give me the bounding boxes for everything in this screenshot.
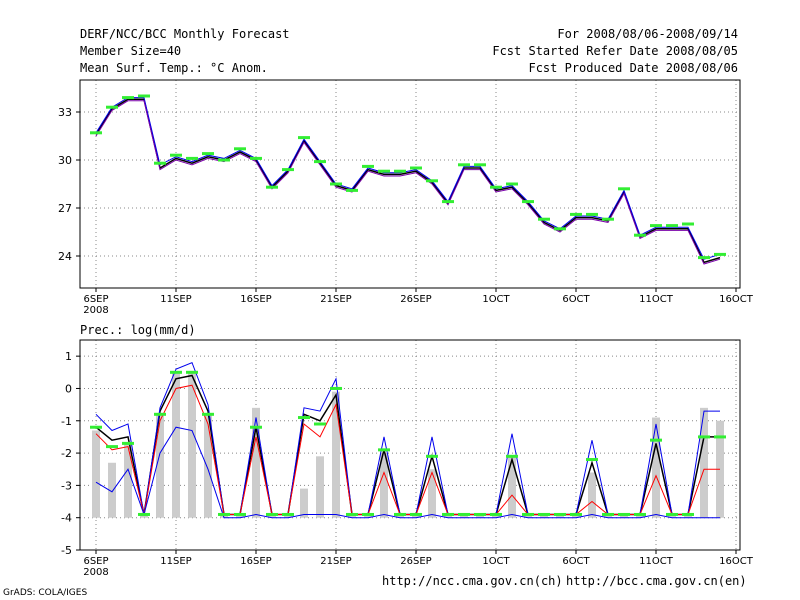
spread-bar xyxy=(204,414,212,518)
spread-bar xyxy=(476,514,484,518)
series-line-lower xyxy=(95,100,721,265)
y-tick-label: -2 xyxy=(61,447,72,460)
spread-bar xyxy=(668,514,676,518)
series-line-lower xyxy=(95,384,720,515)
spread-bar xyxy=(316,456,324,518)
y-tick-label: -3 xyxy=(61,479,72,492)
y-tick-label: 30 xyxy=(58,154,72,167)
y-tick-label: -5 xyxy=(61,544,72,557)
spread-bar xyxy=(620,514,628,518)
x-tick-label: 1OCT xyxy=(482,556,510,567)
y-tick-label: -4 xyxy=(61,512,72,525)
spread-bar xyxy=(140,514,148,518)
series-line-min xyxy=(95,426,720,519)
x-tick-label: 6SEP xyxy=(83,294,108,305)
spread-bar xyxy=(380,453,388,518)
spread-bar xyxy=(700,407,708,518)
x-tick-sublabel: 2008 xyxy=(83,567,108,578)
spread-bar xyxy=(124,443,132,518)
url-en-link[interactable]: http://bcc.cma.gov.cn(en) xyxy=(566,574,747,588)
x-tick-label: 6SEP xyxy=(83,556,108,567)
spread-bar xyxy=(332,391,340,518)
x-tick-label: 11SEP xyxy=(160,556,191,567)
temperature-chart: 24 27 30 33 6SEP 11SEP 16SEP 21SEP 26SEP 1OCT 6OCT… xyxy=(58,79,754,316)
plot-frame xyxy=(79,79,741,289)
spread-bar xyxy=(540,514,548,518)
x-tick-label: 11SEP xyxy=(160,294,191,305)
header-line-3: Mean Surf. Temp.: °C Anom. xyxy=(80,61,268,75)
spread-bar xyxy=(284,514,292,518)
y-tick-label: 24 xyxy=(58,250,72,263)
spread-bar xyxy=(460,514,468,518)
spread-bar xyxy=(524,514,532,518)
header-line-1: DERF/NCC/BCC Monthly Forecast xyxy=(80,27,290,41)
spread-bar xyxy=(604,514,612,518)
y-tick-label: 27 xyxy=(58,202,72,215)
spread-bar xyxy=(572,514,580,518)
spread-bar xyxy=(364,514,372,518)
plot-frame xyxy=(79,339,741,551)
spread-bar xyxy=(588,472,596,518)
spread-bar xyxy=(108,462,116,518)
spread-bar xyxy=(188,372,196,518)
x-tick-label: 26SEP xyxy=(400,294,431,305)
url-ch-link[interactable]: http://ncc.cma.gov.cn(ch) xyxy=(382,574,563,588)
x-tick-label: 16SEP xyxy=(240,556,271,567)
header-line-2: Member Size=40 xyxy=(80,44,182,58)
y-tick-label: 0 xyxy=(65,382,72,395)
spread-bar xyxy=(252,407,260,518)
spread-bar xyxy=(268,514,276,518)
spread-bar xyxy=(396,514,404,518)
x-tick-sublabel: 2008 xyxy=(83,305,108,316)
x-tick-label: 11OCT xyxy=(639,294,674,305)
header-right-2: Fcst Started Refer Date 2008/08/05 xyxy=(492,44,738,58)
x-tick-label: 1OCT xyxy=(482,294,510,305)
x-tick-label: 6OCT xyxy=(562,556,590,567)
spread-bar xyxy=(220,514,228,518)
spread-bar xyxy=(636,514,644,518)
spread-bar xyxy=(492,514,500,518)
spread-bar xyxy=(300,488,308,518)
spread-bar xyxy=(556,514,564,518)
header-right-3: Fcst Produced Date 2008/08/06 xyxy=(528,61,738,75)
spread-bar xyxy=(428,469,436,518)
grads-credit: GrADS: COLA/IGES xyxy=(3,588,88,598)
spread-bar xyxy=(172,372,180,518)
spread-bar xyxy=(412,514,420,518)
spread-bar xyxy=(684,514,692,518)
spread-bar xyxy=(348,514,356,518)
x-tick-label: 11OCT xyxy=(639,556,674,567)
spread-bar xyxy=(236,514,244,518)
x-tick-label: 21SEP xyxy=(320,294,351,305)
spread-bar xyxy=(156,414,164,518)
spread-bar xyxy=(652,417,660,518)
y-tick-label: 33 xyxy=(58,106,72,119)
header-right-1: For 2008/08/06-2008/09/14 xyxy=(557,27,738,41)
x-tick-label: 6OCT xyxy=(562,294,590,305)
spread-bar xyxy=(92,430,100,518)
x-tick-label: 16SEP xyxy=(240,294,271,305)
y-tick-label: -1 xyxy=(61,415,72,428)
x-tick-label: 21SEP xyxy=(320,556,351,567)
precip-title: Prec.: log(mm/d) xyxy=(80,323,196,337)
spread-bar xyxy=(444,514,452,518)
x-tick-label: 16OCT xyxy=(719,556,754,567)
series-line-upper xyxy=(95,97,721,260)
x-tick-label: 16OCT xyxy=(719,294,754,305)
x-tick-label: 26SEP xyxy=(400,556,431,567)
y-tick-label: 1 xyxy=(65,350,72,363)
spread-bar xyxy=(508,456,516,518)
series-line-ensemble-mean xyxy=(95,98,721,264)
